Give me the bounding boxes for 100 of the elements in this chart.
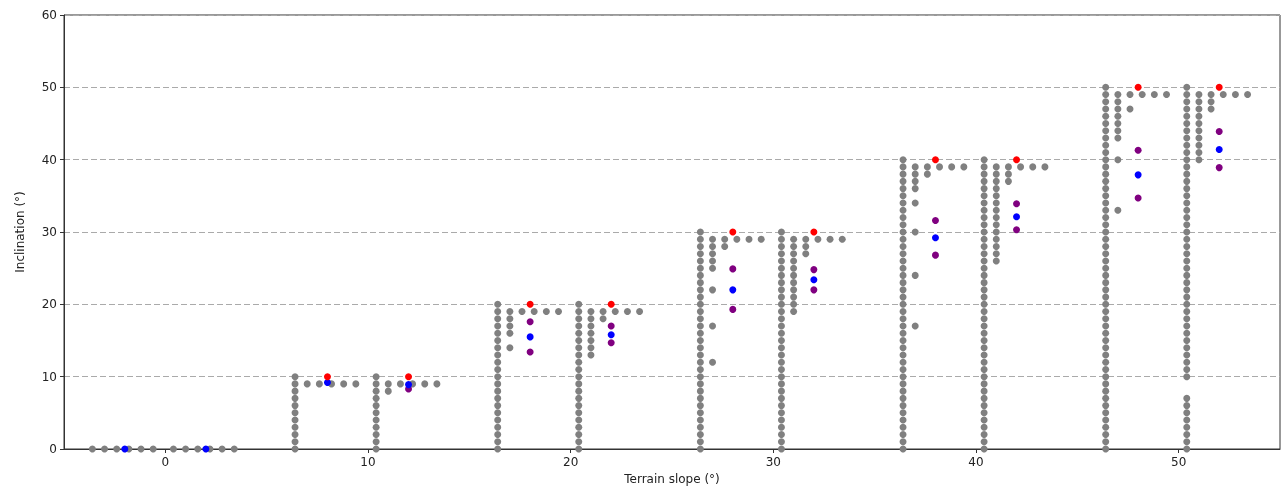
point bbox=[777, 409, 785, 417]
point bbox=[923, 170, 931, 178]
point bbox=[899, 315, 907, 323]
point bbox=[587, 337, 595, 344]
point bbox=[352, 380, 360, 388]
point bbox=[607, 339, 615, 347]
point bbox=[696, 365, 704, 373]
point bbox=[899, 177, 907, 185]
x-tick-label: 50 bbox=[1171, 455, 1187, 469]
point bbox=[607, 322, 615, 330]
point bbox=[372, 402, 380, 410]
point bbox=[494, 308, 502, 316]
point bbox=[899, 185, 907, 193]
point bbox=[575, 431, 583, 439]
point bbox=[542, 308, 550, 316]
point bbox=[575, 380, 583, 388]
point bbox=[1215, 164, 1223, 172]
point bbox=[384, 387, 392, 395]
point bbox=[506, 322, 514, 330]
y-axis-title: Inclination (°) bbox=[13, 191, 27, 273]
point bbox=[777, 387, 785, 395]
point bbox=[230, 445, 238, 453]
point bbox=[587, 329, 595, 337]
point bbox=[291, 402, 299, 410]
point bbox=[494, 438, 502, 446]
point bbox=[777, 257, 785, 265]
point bbox=[575, 387, 583, 395]
point bbox=[729, 265, 737, 273]
point bbox=[372, 394, 380, 402]
x-axis-title: Terrain slope (°) bbox=[623, 472, 720, 486]
point bbox=[777, 308, 785, 316]
point bbox=[960, 163, 968, 171]
point bbox=[575, 300, 583, 308]
point bbox=[506, 308, 514, 316]
point bbox=[899, 365, 907, 373]
point bbox=[899, 438, 907, 446]
point bbox=[899, 214, 907, 222]
point bbox=[494, 409, 502, 417]
point bbox=[709, 322, 717, 330]
point bbox=[575, 308, 583, 316]
point bbox=[696, 423, 704, 431]
point bbox=[494, 329, 502, 337]
point bbox=[405, 373, 413, 381]
point bbox=[494, 431, 502, 439]
point bbox=[899, 221, 907, 229]
point bbox=[575, 416, 583, 424]
y-tick-label: 10 bbox=[41, 369, 57, 384]
point bbox=[931, 156, 939, 164]
point bbox=[899, 423, 907, 431]
point bbox=[1215, 127, 1223, 135]
point bbox=[696, 235, 704, 243]
point bbox=[575, 409, 583, 417]
point bbox=[777, 315, 785, 323]
point bbox=[899, 337, 907, 344]
point bbox=[1134, 171, 1142, 179]
point bbox=[372, 380, 380, 388]
point bbox=[777, 300, 785, 308]
point bbox=[506, 344, 514, 352]
point bbox=[575, 322, 583, 330]
point bbox=[575, 365, 583, 373]
point bbox=[899, 279, 907, 287]
point bbox=[721, 242, 729, 250]
point bbox=[777, 235, 785, 243]
point bbox=[777, 242, 785, 250]
point bbox=[777, 271, 785, 279]
point bbox=[494, 315, 502, 323]
point bbox=[315, 380, 323, 388]
point bbox=[709, 264, 717, 272]
point bbox=[899, 206, 907, 214]
point bbox=[899, 402, 907, 410]
point bbox=[696, 322, 704, 330]
point bbox=[494, 416, 502, 424]
x-tick-label: 10 bbox=[360, 455, 376, 469]
point bbox=[777, 365, 785, 373]
point bbox=[777, 264, 785, 272]
x-tick-label: 20 bbox=[563, 455, 579, 469]
point bbox=[777, 402, 785, 410]
point bbox=[745, 235, 753, 243]
point bbox=[838, 235, 846, 243]
point bbox=[899, 308, 907, 316]
point bbox=[790, 264, 798, 272]
point bbox=[802, 235, 810, 243]
point bbox=[506, 315, 514, 323]
point bbox=[623, 308, 631, 316]
point bbox=[696, 373, 704, 381]
point bbox=[899, 192, 907, 200]
point bbox=[1013, 156, 1021, 164]
point bbox=[599, 315, 607, 323]
point bbox=[790, 286, 798, 294]
point bbox=[696, 257, 704, 265]
point bbox=[421, 380, 429, 388]
point bbox=[575, 344, 583, 352]
point bbox=[587, 344, 595, 352]
point bbox=[372, 373, 380, 381]
point bbox=[790, 235, 798, 243]
point bbox=[696, 315, 704, 323]
point bbox=[777, 431, 785, 439]
point bbox=[372, 387, 380, 395]
point bbox=[291, 431, 299, 439]
point bbox=[575, 438, 583, 446]
